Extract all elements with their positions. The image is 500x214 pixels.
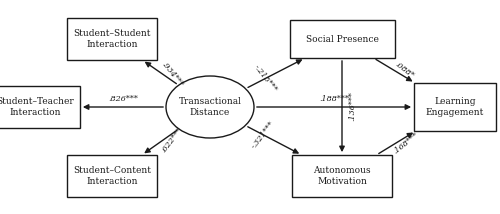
Text: .826***: .826*** [108,95,138,103]
Text: -.321***: -.321*** [250,120,277,151]
Text: Transactional
Distance: Transactional Distance [178,97,242,117]
Text: Learning
Engagement: Learning Engagement [426,97,484,117]
Text: .088*: .088* [394,61,415,80]
Text: Student–Content
Interaction: Student–Content Interaction [73,166,151,186]
Text: .622***: .622*** [160,126,184,154]
Text: .934***: .934*** [160,60,185,89]
FancyBboxPatch shape [414,83,496,131]
Text: -.215***: -.215*** [252,63,278,94]
FancyBboxPatch shape [292,155,392,197]
Text: Student–Student
Interaction: Student–Student Interaction [73,29,151,49]
FancyBboxPatch shape [0,86,80,128]
Text: Autonomous
Motivation: Autonomous Motivation [313,166,371,186]
Text: Student–Teacher
Interaction: Student–Teacher Interaction [0,97,74,117]
FancyBboxPatch shape [290,20,395,58]
Text: .188***: .188*** [319,95,349,103]
Ellipse shape [166,76,254,138]
FancyBboxPatch shape [67,18,157,60]
Text: .136***: .136*** [348,92,356,121]
Text: .168***: .168*** [392,131,420,155]
Text: Social Presence: Social Presence [306,34,378,43]
FancyBboxPatch shape [67,155,157,197]
